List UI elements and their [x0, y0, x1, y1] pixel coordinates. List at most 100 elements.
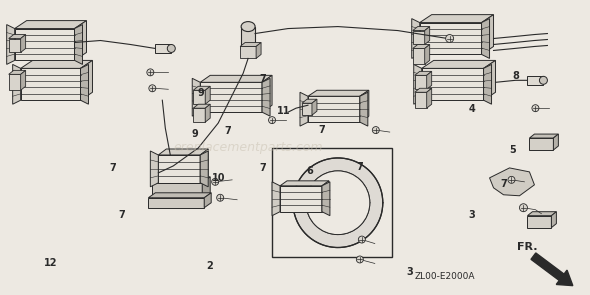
Text: 10: 10: [212, 173, 225, 183]
FancyArrow shape: [531, 253, 573, 286]
Polygon shape: [419, 23, 481, 55]
Polygon shape: [200, 151, 208, 187]
Circle shape: [149, 85, 156, 92]
Circle shape: [519, 204, 527, 212]
Text: 7: 7: [109, 163, 116, 173]
Text: 5: 5: [509, 145, 516, 155]
Text: 7: 7: [118, 210, 124, 220]
Polygon shape: [415, 88, 432, 92]
Polygon shape: [413, 48, 425, 64]
Polygon shape: [552, 212, 556, 228]
Polygon shape: [415, 71, 432, 75]
Polygon shape: [413, 27, 430, 31]
Polygon shape: [148, 193, 211, 198]
Polygon shape: [241, 27, 255, 48]
Text: 3: 3: [407, 267, 413, 277]
Text: 7: 7: [356, 162, 363, 172]
Polygon shape: [302, 103, 312, 115]
Polygon shape: [425, 27, 430, 45]
Text: 9: 9: [198, 88, 204, 98]
Polygon shape: [415, 92, 427, 108]
Polygon shape: [194, 86, 210, 90]
Polygon shape: [200, 82, 262, 112]
Polygon shape: [15, 21, 87, 29]
Polygon shape: [21, 71, 25, 90]
Text: 4: 4: [468, 104, 475, 114]
Polygon shape: [300, 92, 308, 126]
Polygon shape: [194, 90, 205, 104]
Text: 9: 9: [192, 129, 198, 139]
Polygon shape: [360, 92, 368, 126]
Text: 7: 7: [318, 125, 325, 135]
Polygon shape: [21, 35, 25, 53]
Polygon shape: [419, 15, 493, 23]
Polygon shape: [80, 64, 88, 104]
Polygon shape: [202, 177, 210, 201]
Polygon shape: [152, 183, 202, 201]
Polygon shape: [527, 76, 543, 85]
Polygon shape: [425, 45, 430, 64]
Text: 8: 8: [512, 71, 519, 81]
Polygon shape: [414, 64, 422, 104]
Polygon shape: [413, 31, 425, 45]
Polygon shape: [484, 64, 491, 104]
Circle shape: [217, 194, 224, 201]
Polygon shape: [9, 39, 21, 53]
Text: 7: 7: [259, 163, 266, 173]
Polygon shape: [529, 134, 558, 138]
Polygon shape: [412, 19, 419, 58]
Polygon shape: [9, 71, 25, 74]
Polygon shape: [74, 24, 83, 64]
Polygon shape: [360, 90, 369, 122]
Text: 7: 7: [259, 73, 266, 83]
Circle shape: [356, 256, 363, 263]
Polygon shape: [200, 75, 272, 82]
Text: 7: 7: [224, 126, 231, 136]
Polygon shape: [152, 177, 210, 183]
Circle shape: [508, 176, 515, 183]
Text: 2: 2: [206, 261, 213, 271]
Polygon shape: [427, 88, 432, 108]
Polygon shape: [205, 104, 210, 122]
Polygon shape: [415, 75, 427, 89]
Polygon shape: [422, 68, 484, 100]
Polygon shape: [158, 155, 200, 183]
Circle shape: [539, 76, 548, 84]
Circle shape: [532, 105, 539, 112]
Ellipse shape: [241, 43, 255, 53]
Polygon shape: [322, 181, 329, 212]
Polygon shape: [553, 134, 558, 150]
Circle shape: [147, 69, 154, 76]
Text: 7: 7: [500, 179, 507, 189]
Polygon shape: [422, 60, 496, 68]
Polygon shape: [74, 21, 87, 60]
Polygon shape: [413, 45, 430, 48]
Polygon shape: [200, 149, 208, 183]
Polygon shape: [484, 60, 496, 100]
Circle shape: [168, 45, 175, 53]
Circle shape: [268, 117, 276, 124]
Polygon shape: [194, 108, 205, 122]
Polygon shape: [12, 64, 21, 104]
Polygon shape: [529, 138, 553, 150]
Text: FR.: FR.: [517, 242, 537, 252]
Polygon shape: [256, 42, 261, 58]
Polygon shape: [150, 151, 158, 187]
Polygon shape: [262, 78, 270, 116]
Polygon shape: [15, 29, 74, 60]
Circle shape: [306, 171, 370, 235]
Polygon shape: [322, 182, 330, 216]
Polygon shape: [21, 60, 93, 68]
Text: ereplacementparts.com: ereplacementparts.com: [173, 141, 323, 154]
Polygon shape: [21, 68, 80, 100]
Polygon shape: [490, 168, 535, 196]
Text: 12: 12: [44, 258, 57, 268]
Polygon shape: [312, 99, 317, 115]
Circle shape: [293, 158, 383, 248]
Polygon shape: [240, 47, 256, 58]
Polygon shape: [9, 35, 25, 39]
Ellipse shape: [241, 22, 255, 32]
Text: 11: 11: [277, 106, 290, 116]
Circle shape: [212, 178, 219, 185]
Polygon shape: [272, 182, 280, 216]
